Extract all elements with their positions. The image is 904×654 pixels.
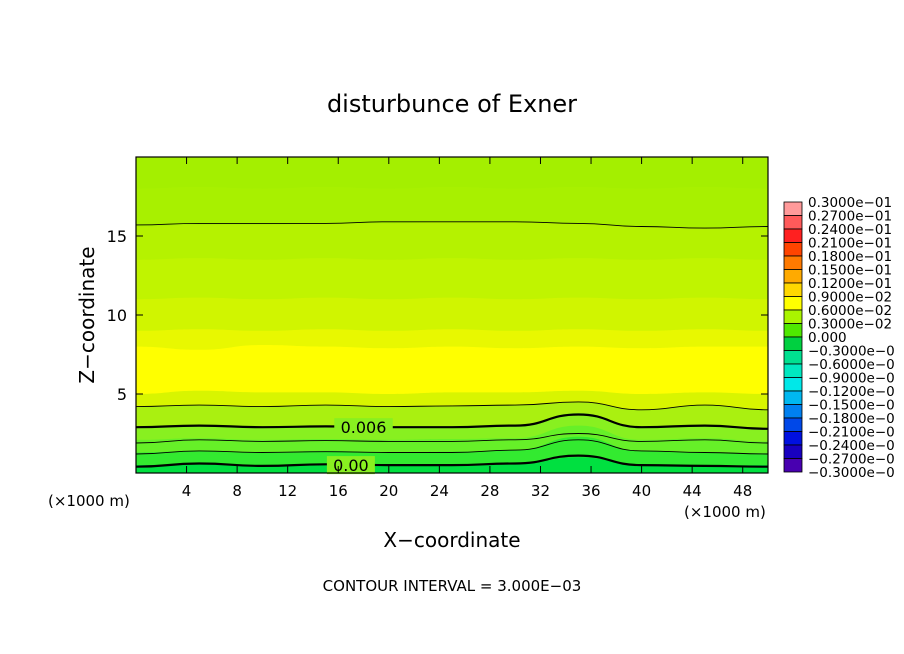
contour-interval-note: CONTOUR INTERVAL = 3.000E−03 <box>323 577 582 595</box>
colorbar-swatch <box>783 377 803 392</box>
colorbar-swatch <box>783 431 803 446</box>
contour-line <box>136 221 768 229</box>
colorbar-label: 0.1800e−01 <box>808 249 892 265</box>
colorbar-swatch <box>783 458 803 473</box>
y-tick-label: 5 <box>117 385 127 404</box>
colorbar-label: 0.2100e−01 <box>808 236 892 252</box>
colorbar-label: 0.3000e−01 <box>808 195 892 211</box>
contour-lines <box>136 221 768 468</box>
colorbar-swatch <box>783 215 803 230</box>
y-axis-label: Z−coordinate <box>75 246 99 383</box>
colorbar-label: −0.2100e−0 <box>808 425 895 441</box>
colorbar-swatch <box>783 255 803 270</box>
x-tick-label: 32 <box>531 482 550 500</box>
colorbar-swatch <box>783 444 803 459</box>
colorbar-label: 0.1200e−01 <box>808 276 892 292</box>
contour-line <box>136 454 768 468</box>
contour-labels: 0.006 0.00 <box>326 418 393 475</box>
x-tick-label: 44 <box>683 482 702 500</box>
colorbar-swatch <box>783 242 803 257</box>
colorbar-swatch <box>783 336 803 351</box>
colorbar-label: 0.6000e−02 <box>808 303 892 319</box>
colorbar-swatch <box>783 363 803 378</box>
contour-label-bg <box>326 456 375 475</box>
x-tick-label: 48 <box>733 482 752 500</box>
x-tick-label: 28 <box>480 482 499 500</box>
chart-title: disturbunce of Exner <box>327 90 577 118</box>
colorbar-swatch <box>783 228 803 243</box>
colorbar-label: −0.6000e−0 <box>808 357 895 373</box>
x-tick-label: 4 <box>182 482 192 500</box>
colorbar-swatch <box>783 350 803 365</box>
x-unit-right: (×1000 m) <box>684 503 766 521</box>
y-tick-label: 10 <box>107 306 127 325</box>
colorbar-label: 0.000 <box>808 330 847 346</box>
colorbar-label: 0.1500e−01 <box>808 263 892 279</box>
x-tick-label: 16 <box>329 482 348 500</box>
x-tick-label: 12 <box>278 482 297 500</box>
y-tick-label: 15 <box>107 227 127 246</box>
colorbar-swatch <box>783 404 803 419</box>
colorbar-label: 0.2700e−01 <box>808 209 892 225</box>
colorbar-swatch <box>783 417 803 432</box>
colorbar-label: −0.9000e−0 <box>808 371 895 387</box>
colorbar: 0.3000e−010.2700e−010.2400e−010.2100e−01… <box>783 195 895 481</box>
colorbar-label: −0.3000e−0 <box>808 344 895 360</box>
x-unit-left: (×1000 m) <box>48 492 130 510</box>
colorbar-swatch <box>783 309 803 324</box>
colorbar-label: 0.2400e−01 <box>808 222 892 238</box>
x-tick-label: 24 <box>430 482 449 500</box>
x-tick-label: 36 <box>581 482 600 500</box>
colorbar-swatch <box>783 296 803 311</box>
colorbar-swatch <box>783 390 803 405</box>
x-axis: 4 8 12 16 20 24 28 32 36 40 44 48 <box>182 157 752 500</box>
colorbar-label: −0.2700e−0 <box>808 452 895 468</box>
colorbar-label: 0.9000e−02 <box>808 290 892 306</box>
x-tick-label: 8 <box>232 482 242 500</box>
contour-line <box>136 401 768 411</box>
colorbar-label: −0.2400e−0 <box>808 438 895 454</box>
colorbar-swatch <box>783 269 803 284</box>
colorbar-label: −0.1500e−0 <box>808 398 895 414</box>
colorbar-swatch <box>783 282 803 297</box>
colorbar-swatch <box>783 201 803 216</box>
colorbar-swatch <box>783 323 803 338</box>
contour-line <box>136 433 768 444</box>
contour-line <box>136 413 768 430</box>
contour-label-bg <box>334 418 393 437</box>
y-axis: 5 10 15 <box>107 227 768 404</box>
x-tick-label: 20 <box>379 482 398 500</box>
colorbar-label: −0.1200e−0 <box>808 384 895 400</box>
x-tick-label: 40 <box>632 482 651 500</box>
colorbar-label: −0.3000e−0 <box>808 465 895 481</box>
contour-label: 0.006 <box>341 418 387 437</box>
colorbar-label: 0.3000e−02 <box>808 317 892 333</box>
x-axis-label: X−coordinate <box>383 528 520 552</box>
contour-label: 0.00 <box>333 456 369 475</box>
contour-line <box>136 439 768 455</box>
colorbar-label: −0.1800e−0 <box>808 411 895 427</box>
